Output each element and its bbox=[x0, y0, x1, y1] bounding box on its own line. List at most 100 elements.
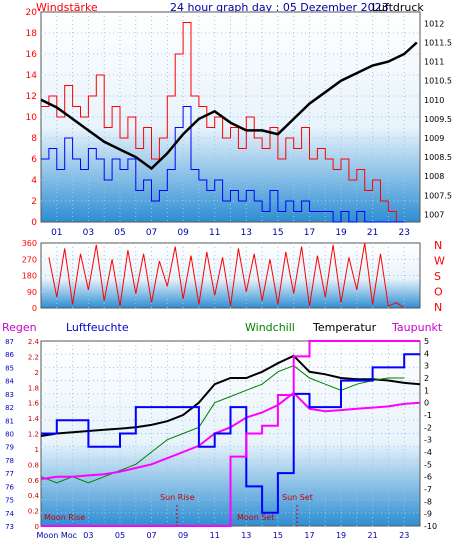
rain-tick-label: 0.6 bbox=[28, 477, 40, 485]
temp-tick-label: 0 bbox=[424, 399, 429, 408]
dir-tick-label: 270 bbox=[22, 255, 37, 264]
direction-letter: O bbox=[434, 286, 443, 299]
temperature-line bbox=[40, 354, 421, 437]
humidity-tick-label: 76 bbox=[5, 483, 14, 491]
left-tick-label: 16 bbox=[26, 50, 38, 60]
left-tick-label: 0 bbox=[31, 218, 37, 228]
x-tick-label: 21 bbox=[368, 531, 378, 540]
left-tick-label: 8 bbox=[31, 134, 37, 144]
temp-tick-label: -4 bbox=[424, 448, 432, 457]
x-tick-label: Moon Moc bbox=[37, 531, 78, 540]
panel-1-axes: 0246810121416182010071007.510081008.5100… bbox=[26, 8, 452, 238]
humidity-tick-label: 78 bbox=[5, 457, 14, 465]
moon-rise-annotation: Moon Rise bbox=[44, 513, 85, 522]
direction-letter: N bbox=[434, 301, 442, 314]
rain-tick-label: 2 bbox=[35, 369, 39, 377]
x-tick-label: 13 bbox=[241, 228, 252, 238]
x-tick-label: 23 bbox=[398, 228, 409, 238]
temp-tick-label: -10 bbox=[424, 522, 437, 531]
rain-tick-label: 0.4 bbox=[28, 492, 40, 500]
right-tick-label: 1007.5 bbox=[424, 191, 452, 200]
dewpoint-label: Taupunkt bbox=[391, 321, 443, 334]
rain-tick-label: 1.2 bbox=[28, 431, 39, 439]
temp-tick-label: 5 bbox=[424, 337, 429, 346]
left-tick-label: 18 bbox=[26, 29, 38, 39]
left-tick-label: 12 bbox=[26, 92, 37, 102]
x-tick-label: 01 bbox=[51, 228, 62, 238]
x-tick-label: 03 bbox=[83, 531, 93, 540]
left-tick-label: 14 bbox=[26, 71, 38, 81]
rain-tick-label: 2.2 bbox=[28, 353, 39, 361]
temp-tick-label: -7 bbox=[424, 485, 432, 494]
rain-tick-label: 1.8 bbox=[28, 384, 39, 392]
wind-direction-line bbox=[48, 242, 405, 309]
temperature-label: Temperatur bbox=[312, 321, 377, 334]
x-tick-label: 23 bbox=[399, 531, 409, 540]
temp-tick-label: -2 bbox=[424, 423, 432, 432]
dir-tick-label: 0 bbox=[32, 304, 37, 313]
wind-speed-line bbox=[41, 22, 405, 223]
sun-set-annotation: Sun Set bbox=[282, 493, 313, 502]
x-tick-label: 19 bbox=[336, 531, 346, 540]
humidity-label: Luftfeuchte bbox=[66, 321, 129, 334]
x-tick-label: 07 bbox=[146, 531, 156, 540]
pressure-title: Luftdruck bbox=[372, 1, 424, 14]
x-tick-label: 17 bbox=[304, 228, 315, 238]
temp-tick-label: 4 bbox=[424, 349, 429, 358]
x-tick-label: 07 bbox=[146, 228, 157, 238]
wind-gust-line bbox=[41, 106, 405, 223]
right-tick-label: 1008.5 bbox=[424, 153, 452, 162]
rain-tick-label: 0.8 bbox=[28, 461, 39, 469]
temp-tick-label: 3 bbox=[424, 362, 429, 371]
right-tick-label: 1007 bbox=[424, 210, 444, 219]
windchill-line bbox=[40, 365, 405, 484]
left-tick-label: 10 bbox=[26, 113, 38, 123]
panel-2-series bbox=[48, 242, 405, 309]
humidity-tick-label: 87 bbox=[5, 338, 14, 346]
x-tick-label: 09 bbox=[178, 531, 188, 540]
rain-line bbox=[41, 340, 420, 527]
temp-tick-label: -3 bbox=[424, 436, 432, 445]
humidity-tick-label: 82 bbox=[5, 404, 14, 412]
humidity-tick-label: 83 bbox=[5, 391, 14, 399]
humidity-tick-label: 85 bbox=[5, 364, 14, 372]
panel-3-axes: 0 0.2 0.4 0.6 0.8 1 1.2 1.4 1.6 1.8 2 2.2 2.4 73 74 75 7… bbox=[5, 337, 437, 540]
x-tick-label: 21 bbox=[367, 228, 378, 238]
panel-1-series bbox=[40, 22, 418, 223]
left-tick-label: 2 bbox=[31, 197, 37, 207]
right-tick-label: 1009 bbox=[424, 134, 444, 143]
rain-tick-label: 0.2 bbox=[28, 508, 39, 516]
x-tick-label: 05 bbox=[115, 531, 125, 540]
humidity-tick-label: 75 bbox=[5, 497, 14, 505]
dir-tick-label: 360 bbox=[22, 239, 37, 248]
rain-tick-label: 1 bbox=[35, 446, 39, 454]
left-tick-label: 20 bbox=[26, 8, 38, 18]
x-tick-label: 05 bbox=[114, 228, 125, 238]
right-tick-label: 1011.5 bbox=[424, 39, 452, 48]
right-tick-label: 1008 bbox=[424, 172, 444, 181]
rain-label: Regen bbox=[2, 321, 37, 334]
rain-tick-label: 2.4 bbox=[28, 338, 40, 346]
panel-2-grid bbox=[41, 243, 420, 308]
direction-letter: W bbox=[434, 255, 445, 268]
right-tick-label: 1009.5 bbox=[424, 115, 452, 124]
temp-tick-label: -9 bbox=[424, 510, 432, 519]
temp-tick-label: 1 bbox=[424, 386, 429, 395]
humidity-tick-label: 73 bbox=[5, 523, 14, 531]
left-tick-label: 6 bbox=[31, 155, 37, 165]
rain-tick-label: 1.6 bbox=[28, 400, 40, 408]
right-tick-label: 1011 bbox=[424, 58, 444, 67]
temp-tick-label: -6 bbox=[424, 473, 432, 482]
panel-3-series bbox=[40, 340, 421, 527]
panel-2-axes: 0 90 180 270 360 bbox=[22, 239, 37, 313]
temp-tick-label: -1 bbox=[424, 411, 432, 420]
humidity-tick-label: 79 bbox=[5, 444, 14, 452]
dir-tick-label: 90 bbox=[27, 288, 37, 297]
humidity-tick-label: 74 bbox=[5, 510, 14, 518]
dir-tick-label: 180 bbox=[22, 272, 37, 281]
x-tick-label: 11 bbox=[210, 531, 220, 540]
windchill-label: Windchill bbox=[245, 321, 295, 334]
temp-tick-label: -8 bbox=[424, 497, 432, 506]
humidity-tick-label: 80 bbox=[5, 431, 14, 439]
